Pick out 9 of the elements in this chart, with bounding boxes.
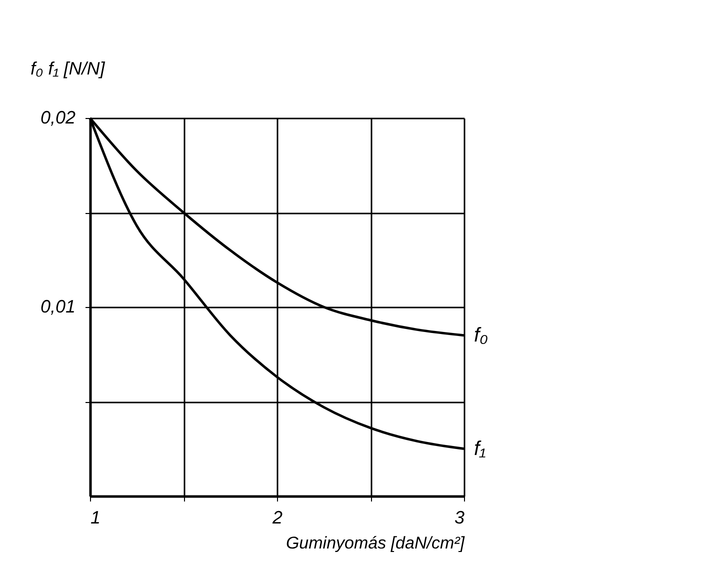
x-tick-label: 3	[454, 508, 464, 528]
y-axis-title: f₀ f₁ [N/N]	[30, 58, 106, 78]
y-tick-label: 0,02	[40, 108, 76, 128]
x-axis-title: Guminyomás [daN/cm²]	[286, 534, 466, 552]
x-tick-label: 2	[271, 508, 283, 528]
series-label: f₁	[474, 438, 486, 460]
y-tick-label: 0,01	[40, 296, 76, 316]
series-label: f₀	[474, 324, 488, 346]
x-tick-label: 1	[90, 508, 101, 528]
